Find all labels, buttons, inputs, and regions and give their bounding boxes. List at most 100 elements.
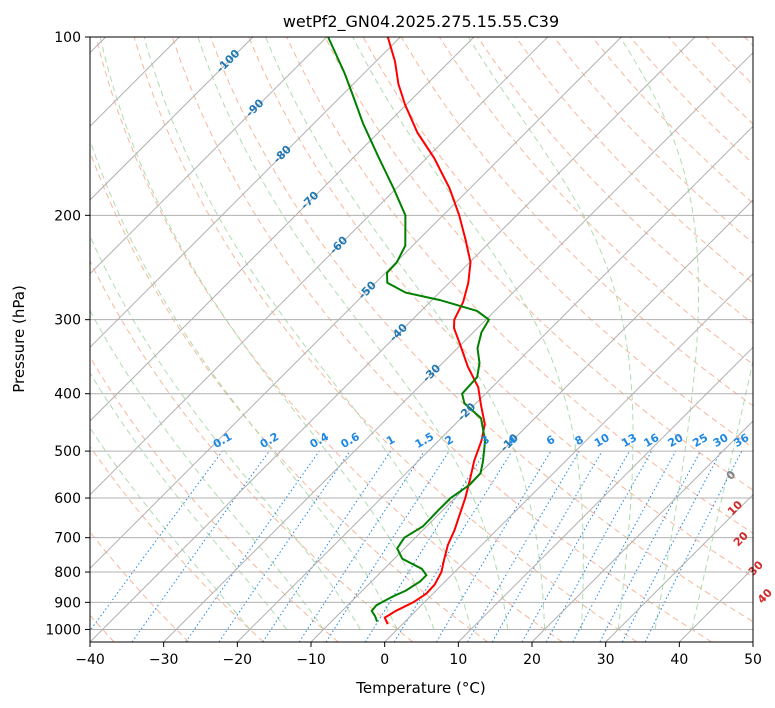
isotherm-line [310,199,753,642]
mixing-ratio-line [599,450,701,642]
mixing-ratio-line [218,450,351,642]
dry-adiabat [90,150,488,642]
x-tick-label: 20 [523,652,541,668]
dry-adiabat [90,445,264,642]
mixing-ratio-label: 3 [479,433,492,448]
dry-adiabat [515,37,753,284]
y-axis: 100 200 300 400 500 600 700 800 900 1000 [45,30,90,638]
x-tick-label: 10 [449,652,467,668]
y-tick-label: 1000 [45,622,81,638]
isotherm-line [457,346,753,642]
dry-adiabat [133,37,638,642]
moist-adiabat [619,37,699,630]
dry-adiabat [90,356,339,642]
isotherm-line [90,37,549,496]
isotherm-line [236,125,753,642]
y-tick-label: 900 [54,595,81,611]
green-series-line [327,37,491,622]
mixing-ratio-label: 1.5 [413,430,436,451]
dry-adiabat [706,37,753,86]
x-axis-label: Temperature (°C) [355,679,485,697]
dry-adiabat [668,37,753,125]
dry-adiabat [591,37,753,204]
moist-adiabat [467,37,634,630]
x-tick-label: −40 [75,652,105,668]
dry-adiabat [90,531,190,642]
moist-adiabat [90,371,288,630]
mixing-ratio-label: 25 [690,431,710,450]
isotherm-line [752,641,753,642]
isotherm-line [531,420,753,642]
moist-adiabat-label: 40 [755,586,775,606]
isotherm-line [678,567,753,642]
isotherm-line [90,37,622,570]
isotherm-line [90,37,475,422]
y-tick-label: 100 [54,30,81,46]
dry-adiabat [210,37,753,623]
mixing-ratio-line [325,450,450,642]
mixing-ratio-label: 0.1 [211,430,234,451]
y-tick-label: 600 [54,491,81,507]
mixing-ratio-label: 10 [592,431,612,450]
y-tick-label: 700 [54,531,81,547]
dry-adiabat [95,37,563,642]
dry-adiabat [286,37,753,534]
x-tick-label: 30 [597,652,615,668]
dry-adiabat [324,37,753,491]
mixing-ratio-label: 13 [619,431,639,450]
mixing-ratio-label: 0.2 [258,430,281,451]
mixing-ratio-label: 8 [573,433,586,448]
x-tick-label: 50 [744,652,762,668]
x-tick-label: −10 [296,652,326,668]
mixing-ratio-line [298,450,425,642]
moist-adiabat [90,138,398,630]
y-axis-label: Pressure (hPa) [10,285,28,393]
moist-adiabat [691,358,753,630]
mixing-ratio-line [644,450,743,642]
moist-adiabat [143,37,472,630]
moist-adiabat [352,37,584,630]
mixing-ratio-line [262,450,392,642]
mixing-ratio-label: 20 [666,431,686,450]
y-tick-label: 500 [54,444,81,460]
plot-frame [89,36,754,643]
mixing-ratio-line [435,450,552,642]
mixing-ratio-label: 2 [443,433,456,448]
mixing-ratio-line [90,450,223,632]
moist-adiabat [197,37,509,630]
mixing-ratio-line [364,450,486,642]
mixing-ratio-line [521,450,630,642]
x-axis: −40 −30 −20 −10 0 10 20 30 40 50 [75,642,762,668]
moist-adiabat-label: 10 [725,498,745,518]
moist-adiabat [90,427,251,630]
mixing-ratio-line [131,450,270,642]
isotherm-line [90,37,254,201]
mixing-ratio-label: 30 [711,431,731,450]
isotherm-line [90,37,328,275]
moist-adiabat [90,309,324,630]
x-tick-label: −20 [223,652,253,668]
x-tick-label: −30 [149,652,179,668]
moist-adiabat [90,235,361,630]
y-tick-label: 200 [54,208,81,224]
isotherm-line [605,493,753,642]
mixing-ratio-line [545,450,653,642]
isotherm-line [90,37,401,349]
isotherm-line [163,51,753,642]
mixing-ratio-label: 16 [641,431,661,450]
moist-adiabat [265,37,546,630]
dry-adiabat [171,37,712,642]
pressure-gridlines [90,37,753,630]
y-tick-label: 800 [54,565,81,581]
isotherm-line [90,37,696,642]
moist-adiabat-label: 30 [746,558,766,578]
mixing-ratio-label: 0.4 [308,430,332,451]
mixing-ratio-label: 6 [544,433,557,448]
dry-adiabat [744,37,753,47]
chart-title: wetPf2_GN04.2025.275.15.55.C39 [283,12,559,32]
mixing-ratio-label: 1 [384,433,397,448]
x-tick-label: 40 [670,652,688,668]
mixing-ratio-line [572,450,677,642]
mixing-ratio-label: 36 [732,431,752,450]
